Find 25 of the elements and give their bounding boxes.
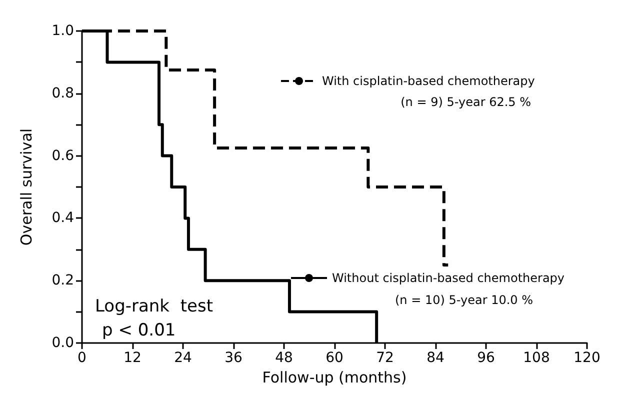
y-tick-label: 0.0 (52, 335, 74, 351)
x-tick-label: 84 (426, 350, 444, 366)
legend-label: Without cisplatin-based chemotherapy (332, 271, 565, 285)
x-tick-label: 48 (275, 350, 293, 366)
x-tick-label: 108 (523, 350, 550, 366)
x-tick-label: 12 (124, 350, 142, 366)
y-tick-label: 0.6 (52, 148, 74, 164)
y-tick-label: 1.0 (52, 23, 74, 39)
annotation: p < 0.01 (102, 320, 176, 340)
y-tick-label: 0.2 (52, 272, 74, 289)
x-tick-label: 120 (574, 350, 600, 366)
x-tick-label: 96 (477, 350, 495, 366)
x-tick-label: 60 (326, 350, 344, 366)
y-tick-label: 0.8 (52, 85, 74, 102)
x-tick-label: 24 (174, 350, 192, 366)
x-tick-label: 36 (224, 350, 242, 366)
annotation: Log-rank test (95, 296, 214, 316)
y-tick-label: 0.4 (52, 210, 74, 226)
legend-label: With cisplatin-based chemotherapy (322, 74, 535, 88)
x-tick-label: 72 (376, 350, 394, 366)
x-axis-title: Follow-up (months) (262, 368, 407, 386)
y-axis-title: Overall survival (18, 128, 36, 246)
annotation: (n = 10) 5-year 10.0 % (394, 293, 534, 307)
x-tick-label: 0 (78, 350, 86, 366)
annotation: (n = 9) 5-year 62.5 % (400, 95, 532, 109)
